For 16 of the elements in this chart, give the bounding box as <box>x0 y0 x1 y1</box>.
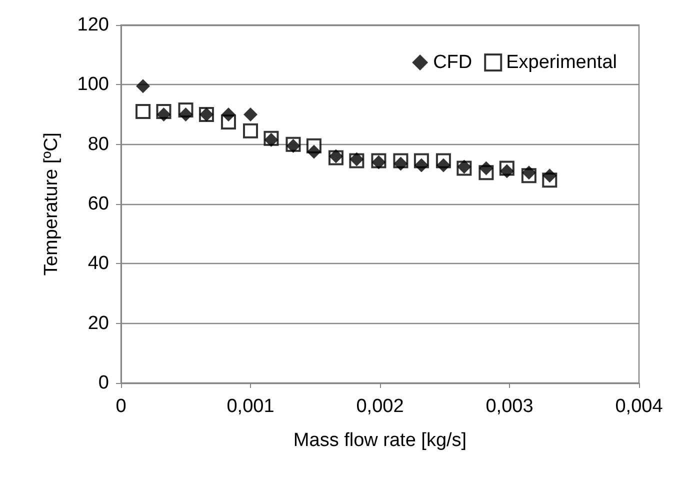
y-tick-label: 100 <box>77 74 109 96</box>
x-axis-title: Mass flow rate [kg/s] <box>293 430 467 451</box>
x-tick-label: 0,004 <box>615 396 664 417</box>
y-tick-label: 120 <box>77 14 109 36</box>
y-tick-label: 60 <box>88 194 109 214</box>
legend-label: Experimental <box>506 52 618 73</box>
y-tick-label: 20 <box>88 312 109 334</box>
y-axis-title: Temperature [ºC] <box>41 132 62 276</box>
x-tick-label: 0,001 <box>226 396 274 417</box>
x-tick-label: 0,002 <box>356 396 404 417</box>
y-tick-label: 40 <box>88 253 109 274</box>
x-tick-label: 0 <box>116 396 126 417</box>
x-tick-label: 0,003 <box>486 396 534 417</box>
y-tick-label: 80 <box>88 134 109 155</box>
legend-label: CFD <box>433 52 472 73</box>
y-tick-label: 0 <box>98 372 109 394</box>
